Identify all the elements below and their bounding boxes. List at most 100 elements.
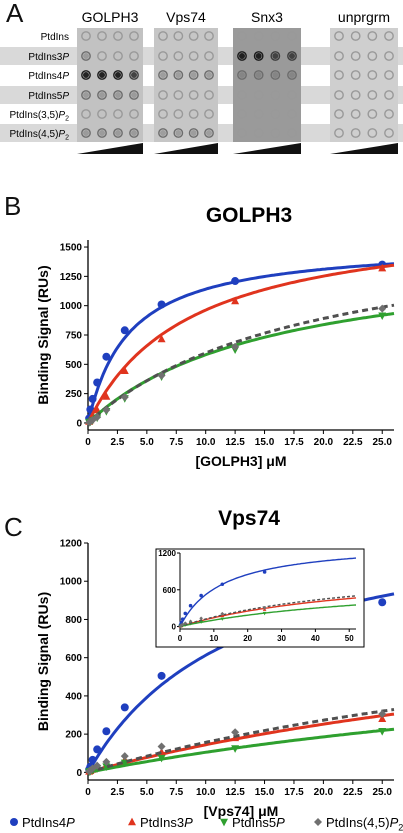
lipid-dot (173, 90, 184, 100)
lipid-dot-fill (175, 130, 182, 136)
series-triangle-down (85, 727, 395, 777)
lipid-dot (97, 31, 107, 41)
data-point (231, 342, 240, 351)
lipid-dot (129, 51, 139, 61)
inset-chart: 0 600 1200 0 10 20 30 40 50 (155, 548, 365, 648)
lipid-dot-fill (289, 53, 295, 59)
lipid-dot (253, 70, 264, 80)
lipid-dot-fill (289, 72, 295, 78)
lipid-dot (237, 128, 247, 138)
lipid-dot (384, 51, 394, 61)
membrane (77, 28, 143, 142)
lipid-dot (367, 128, 378, 138)
chart-title: Vps74 (218, 507, 280, 530)
lipid-dot-fill (131, 92, 137, 98)
lipid-dot (188, 51, 199, 61)
row-label: PtdIns3P (28, 52, 69, 63)
lipid-dot-fill (239, 53, 245, 59)
lipid-dot-fill (255, 72, 262, 78)
y-tick-label: 600 (65, 653, 82, 664)
lipid-dot (367, 109, 378, 119)
data-point (120, 703, 129, 712)
dilution-wedge (154, 143, 218, 154)
lipid-dot (287, 128, 297, 138)
fit-curve (86, 312, 395, 425)
lipid-dot (384, 90, 394, 100)
data-point (93, 745, 102, 754)
x-tick-label: 2.5 (110, 437, 124, 448)
lipid-dot (188, 70, 199, 80)
lipid-dot (350, 128, 361, 138)
lipid-dot-fill (115, 130, 121, 136)
lipid-dot (270, 70, 281, 80)
panel-letter-a: A (6, 0, 24, 28)
lipid-dot (173, 31, 184, 41)
data-point (199, 616, 203, 621)
data-point (120, 366, 129, 374)
data-point (378, 312, 387, 321)
lipid-dot (97, 90, 107, 100)
x-tick-label: 15.0 (255, 787, 275, 798)
row-label: PtdIns(3,5)P2 (10, 110, 70, 123)
data-point (157, 742, 166, 751)
x-tick-label: 20.0 (314, 787, 334, 798)
data-point (199, 593, 203, 598)
lipid-dot (287, 90, 297, 100)
lipid-dot (237, 31, 247, 41)
x-tick-label: 12.5 (225, 787, 245, 798)
lipid-dot (334, 51, 344, 61)
lipid-dot (81, 31, 91, 41)
lipid-dot-fill (99, 130, 105, 136)
lipid-dot (384, 31, 394, 41)
y-tick-label: 250 (65, 389, 82, 400)
legend-item: PtdIns5P (220, 815, 285, 830)
lipid-dot-fill (83, 72, 89, 78)
data-point (378, 728, 387, 736)
lipid-dot (350, 31, 361, 41)
lipid-dot (204, 128, 214, 138)
membrane (233, 28, 301, 142)
inset-y-tick-label: 1200 (158, 549, 176, 558)
lipid-dot (270, 128, 281, 138)
lipid-dot (287, 70, 297, 80)
lipid-dot (158, 109, 168, 119)
data-point (378, 598, 387, 607)
panel-letter-c: C (4, 512, 23, 542)
lipid-dot-fill (160, 130, 166, 136)
data-point (102, 392, 111, 400)
inset-x-tick-label: 20 (243, 634, 252, 643)
data-point (378, 710, 387, 719)
x-tick-label: 5.0 (140, 437, 154, 448)
data-point (188, 603, 193, 608)
lipid-dot (188, 109, 199, 119)
x-tick-label: 25.0 (372, 437, 392, 448)
inset-x-tick-label: 30 (277, 634, 286, 643)
lipid-strip-snx3 (233, 28, 301, 154)
legend-label: PtdIns5P (232, 815, 285, 830)
lipid-dot-fill (115, 72, 121, 78)
lipid-dot (129, 90, 139, 100)
column-header-snx3: Snx3 (251, 9, 283, 25)
fit-curve (86, 263, 395, 424)
lipid-strip-unprgrm (330, 28, 398, 154)
x-tick-label: 7.5 (169, 787, 183, 798)
x-tick-label: 20.0 (314, 437, 334, 448)
lipid-dot (81, 51, 91, 61)
x-tick-label: 22.5 (343, 787, 363, 798)
lipid-dot (173, 51, 184, 61)
lipid-dot (81, 70, 91, 80)
lipid-dot (129, 31, 139, 41)
lipid-dot-fill (272, 72, 279, 78)
lipid-dot (188, 31, 199, 41)
lipid-dot-fill (131, 72, 137, 78)
lipid-dot-fill (175, 72, 182, 78)
lipid-dot (367, 51, 378, 61)
lipid-dot (97, 128, 107, 138)
lipid-dot (129, 128, 139, 138)
lipid-dot (173, 128, 184, 138)
dilution-wedge (233, 143, 301, 154)
series-circle (85, 260, 395, 424)
lipid-dot-fill (160, 72, 166, 78)
legend: PtdIns4P PtdIns3P PtdIns5P PtdIns(4,5)P2 (10, 815, 403, 832)
data-point (188, 619, 193, 624)
